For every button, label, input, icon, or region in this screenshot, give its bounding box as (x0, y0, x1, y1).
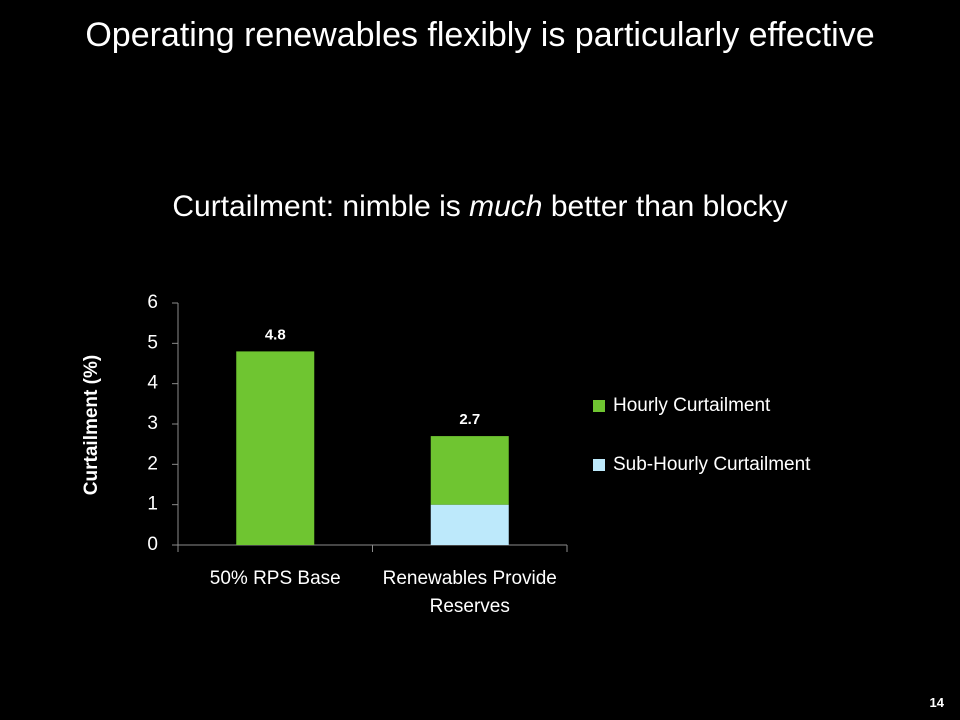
y-tick-label: 2 (147, 453, 158, 474)
y-tick-label: 5 (147, 332, 158, 353)
legend-swatch (593, 459, 605, 471)
bar-segment (430, 436, 509, 505)
y-tick-label: 0 (147, 534, 158, 555)
slide-title: Operating renewables flexibly is particu… (85, 16, 875, 54)
total-label: 2.7 (459, 411, 480, 428)
x-tick-label: Renewables Provide Reserves (382, 568, 557, 617)
legend-label: Hourly Curtailment (613, 395, 771, 416)
chart-title: Curtailment: nimble is much better than … (0, 190, 960, 224)
y-tick-label: 4 (147, 373, 158, 394)
subtitle-emphasis: much (469, 190, 543, 223)
legend-label: Sub-Hourly Curtailment (613, 454, 811, 475)
bar-segment (430, 504, 509, 545)
subtitle-part: Curtailment: nimble is (172, 190, 470, 223)
y-tick-label: 1 (147, 494, 158, 515)
y-axis-label: Curtailment (%) (81, 355, 102, 495)
x-tick-label: 50% RPS Base (209, 568, 341, 589)
page-number: 14 (929, 695, 944, 710)
total-label: 4.8 (265, 326, 286, 343)
bar-segment (236, 351, 315, 545)
y-tick-label: 6 (147, 292, 158, 313)
subtitle-part: better than blocky (542, 190, 788, 223)
y-tick-label: 3 (147, 413, 158, 434)
legend-swatch (593, 400, 605, 412)
